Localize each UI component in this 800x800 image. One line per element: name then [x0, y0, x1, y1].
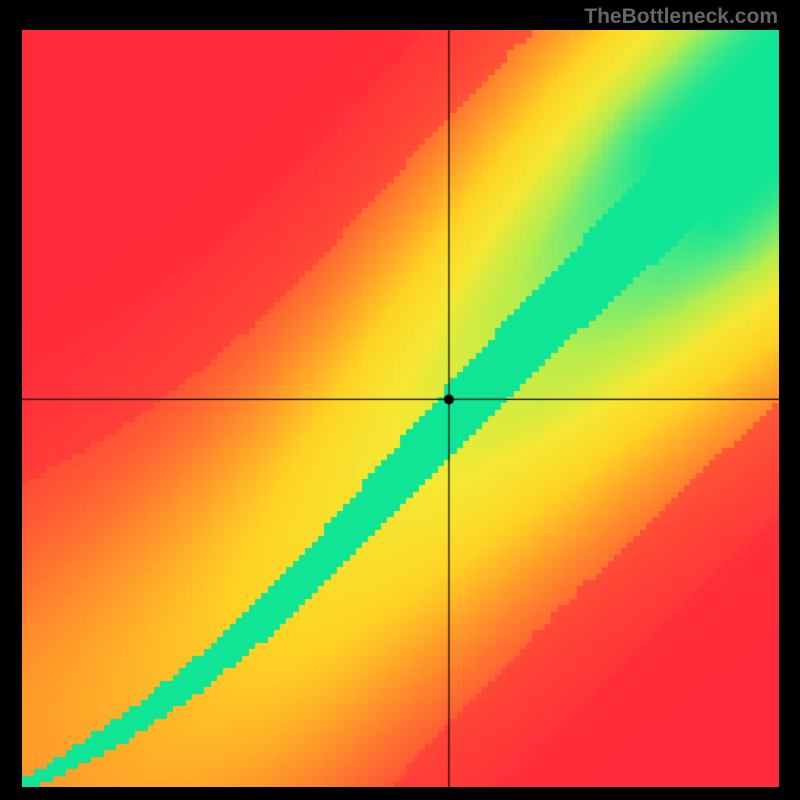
bottleneck-heatmap [22, 30, 779, 787]
watermark-text: TheBottleneck.com [584, 5, 778, 29]
chart-container: TheBottleneck.com [0, 0, 800, 800]
